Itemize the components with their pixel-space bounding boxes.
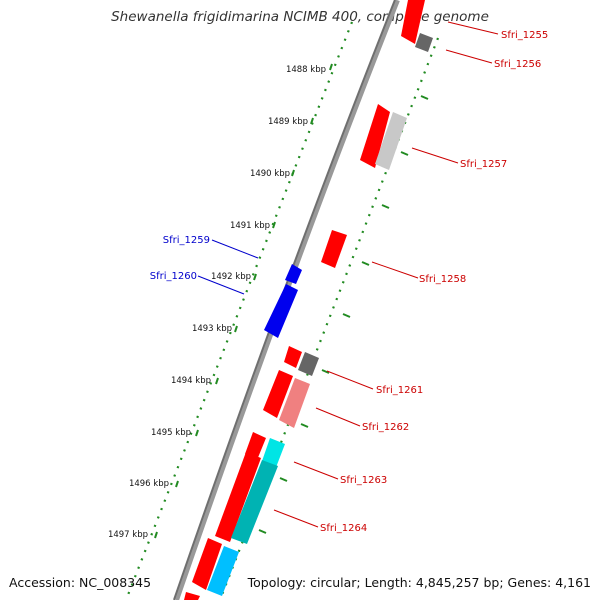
gene-arrow-sfri-1257-a[interactable] [360, 104, 390, 168]
outer-tick [321, 369, 330, 374]
connector-sfri-1262 [315, 407, 361, 427]
outer-tick [279, 477, 288, 482]
tick-mark [291, 169, 295, 177]
gene-label-sfri-1262[interactable]: Sfri_1262 [362, 422, 409, 433]
tick-label: 1492 kbp [211, 272, 251, 282]
forward-connectors [273, 21, 499, 528]
connector-sfri-1263 [293, 461, 339, 480]
tick-mark [195, 429, 199, 437]
connector-sfri-1264 [273, 509, 319, 528]
reverse-connectors [197, 239, 259, 295]
tick-mark [272, 221, 276, 229]
outer-tick [400, 151, 409, 156]
tick-mark [310, 117, 314, 125]
gene-arrow-left-4[interactable] [215, 452, 261, 542]
gene-arrow-left-1[interactable] [284, 346, 302, 368]
gene-arrow-left-5[interactable] [192, 538, 222, 590]
outer-ticks [258, 95, 429, 534]
gene-box-sfri-1261[interactable] [298, 352, 319, 376]
outer-tick [381, 204, 390, 209]
gene-box-sfri-1262[interactable] [279, 378, 310, 428]
tick-label: 1490 kbp [250, 169, 290, 179]
gene-box-sfri-1256[interactable] [415, 33, 433, 52]
gene-label-sfri-1256[interactable]: Sfri_1256 [494, 59, 541, 70]
tick-label: 1495 kbp [151, 428, 191, 438]
connector-sfri-1255 [447, 21, 499, 35]
gene-arrow-bottom[interactable] [184, 592, 200, 600]
gene-label-sfri-1264[interactable]: Sfri_1264 [320, 523, 367, 534]
outer-tick [258, 529, 267, 534]
gene-label-sfri-1263[interactable]: Sfri_1263 [340, 475, 387, 486]
gene-arrow-left-3[interactable] [245, 432, 266, 460]
gene-arrow-sfri-1260[interactable] [264, 284, 298, 338]
gene-label-sfri-1258[interactable]: Sfri_1258 [419, 274, 466, 285]
gene-label-sfri-1261[interactable]: Sfri_1261 [376, 385, 423, 396]
outer-tick [342, 313, 351, 318]
gene-box-cyan-bottom[interactable] [207, 546, 239, 596]
tick-group: 1488 kbp 1489 kbp 1490 kbp 1491 kbp 1492… [108, 63, 333, 540]
gene-label-sfri-1255[interactable]: Sfri_1255 [501, 30, 548, 41]
genome-summary-text: Topology: circular; Length: 4,845,257 bp… [247, 575, 591, 590]
gene-label-sfri-1257[interactable]: Sfri_1257 [460, 159, 507, 170]
tick-label: 1494 kbp [171, 376, 211, 386]
tick-mark [234, 325, 238, 333]
tick-label: 1489 kbp [268, 117, 308, 127]
gene-arrow-sfri-1255[interactable] [401, 0, 425, 44]
connector-sfri-1260 [197, 275, 245, 295]
tick-mark [154, 531, 158, 539]
connector-sfri-1258 [371, 261, 419, 279]
tick-mark [329, 63, 333, 71]
tick-label: 1491 kbp [230, 221, 270, 231]
connector-sfri-1257 [411, 147, 459, 164]
outer-tick [361, 261, 370, 266]
tick-label: 1488 kbp [286, 65, 326, 75]
connector-sfri-1256 [445, 49, 493, 64]
gene-arrow-sfri-1259[interactable] [285, 264, 302, 284]
genome-backbone [173, 0, 400, 600]
gene-arrow-sfri-1258[interactable] [321, 230, 347, 268]
gene-label-sfri-1259[interactable]: Sfri_1259 [163, 235, 210, 246]
gene-arrow-left-2[interactable] [263, 370, 293, 418]
accession-text: Accession: NC_008345 [9, 575, 152, 590]
tick-label: 1493 kbp [192, 324, 232, 334]
gene-box-sfri-1257-b[interactable] [375, 112, 407, 170]
tick-mark [253, 273, 257, 281]
gene-label-sfri-1260[interactable]: Sfri_1260 [150, 271, 197, 282]
tick-mark [175, 480, 179, 488]
gene-box-sfri-1264[interactable] [231, 460, 278, 544]
tick-mark [215, 377, 219, 385]
connector-sfri-1259 [211, 239, 259, 259]
tick-label: 1497 kbp [108, 530, 148, 540]
outer-tick [300, 423, 309, 428]
tick-label: 1496 kbp [129, 479, 169, 489]
connector-sfri-1261 [326, 370, 374, 390]
outer-tick [420, 95, 429, 100]
